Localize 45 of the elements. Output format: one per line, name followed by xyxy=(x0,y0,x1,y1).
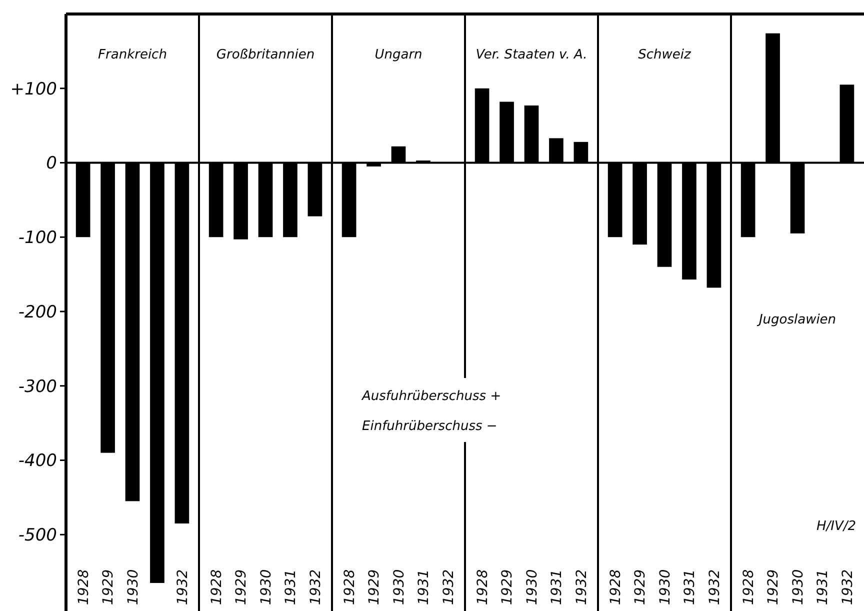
text: Ver. Staaten v. A. xyxy=(476,48,588,63)
text: Schweiz xyxy=(638,48,692,63)
x-tick-label: 1932 xyxy=(574,569,590,605)
x-tick-label: 1932 xyxy=(706,569,723,605)
x-tick-label: 1931 xyxy=(549,569,566,605)
x-tick-label: 1932 xyxy=(174,569,191,605)
y-tick-label: -400 xyxy=(18,451,57,472)
y-tick-label: -300 xyxy=(18,376,57,397)
x-tick-label: 1928 xyxy=(208,569,225,605)
x-tick-label: 1929 xyxy=(766,569,782,605)
x-tick-label: 1929 xyxy=(500,569,516,605)
text: Frankreich xyxy=(98,48,167,63)
x-tick-label: 1928 xyxy=(474,569,491,605)
x-tick-label: 1929 xyxy=(100,569,117,605)
x-tick-label: 1928 xyxy=(342,569,358,605)
x-tick-label: 1931 xyxy=(682,569,698,605)
x-tick-label: 1929 xyxy=(366,569,383,605)
x-tick-label: 1930 xyxy=(391,569,408,605)
annotation: Ausfuhrüberschuss + xyxy=(361,389,502,404)
x-tick-label: 1931 xyxy=(416,569,432,605)
x-tick-label: 1930 xyxy=(790,569,806,605)
x-tick-label: 1929 xyxy=(234,569,250,605)
y-tick-label: -200 xyxy=(18,302,57,322)
y-tick-label: 0 xyxy=(46,154,57,174)
y-tick-label: +100 xyxy=(10,79,57,100)
y-tick-label: -100 xyxy=(18,228,57,248)
text: Jugoslawien xyxy=(756,312,836,328)
x-tick-label: 1929 xyxy=(632,569,649,605)
text: Ungarn xyxy=(374,48,422,63)
x-tick-label: 1931 xyxy=(815,569,832,605)
annotation: H/IV/2 xyxy=(816,519,856,534)
x-tick-label: 1928 xyxy=(740,569,757,605)
x-tick-label: 1931 xyxy=(283,569,300,605)
x-tick-label: 1928 xyxy=(76,569,92,605)
annotation: Einfuhrüberschuss − xyxy=(362,419,498,434)
x-tick-label: 1930 xyxy=(258,569,274,605)
text: Großbritannien xyxy=(216,48,315,63)
x-tick-label: 1932 xyxy=(840,569,856,605)
x-tick-label: 1930 xyxy=(657,569,674,605)
x-tick-label: 1932 xyxy=(440,569,457,605)
x-tick-label: 1928 xyxy=(608,569,624,605)
x-tick-label: 1930 xyxy=(125,569,142,605)
y-tick-label: -500 xyxy=(18,526,57,546)
x-tick-label: 1930 xyxy=(524,569,540,605)
x-tick-label: 1932 xyxy=(308,569,324,605)
